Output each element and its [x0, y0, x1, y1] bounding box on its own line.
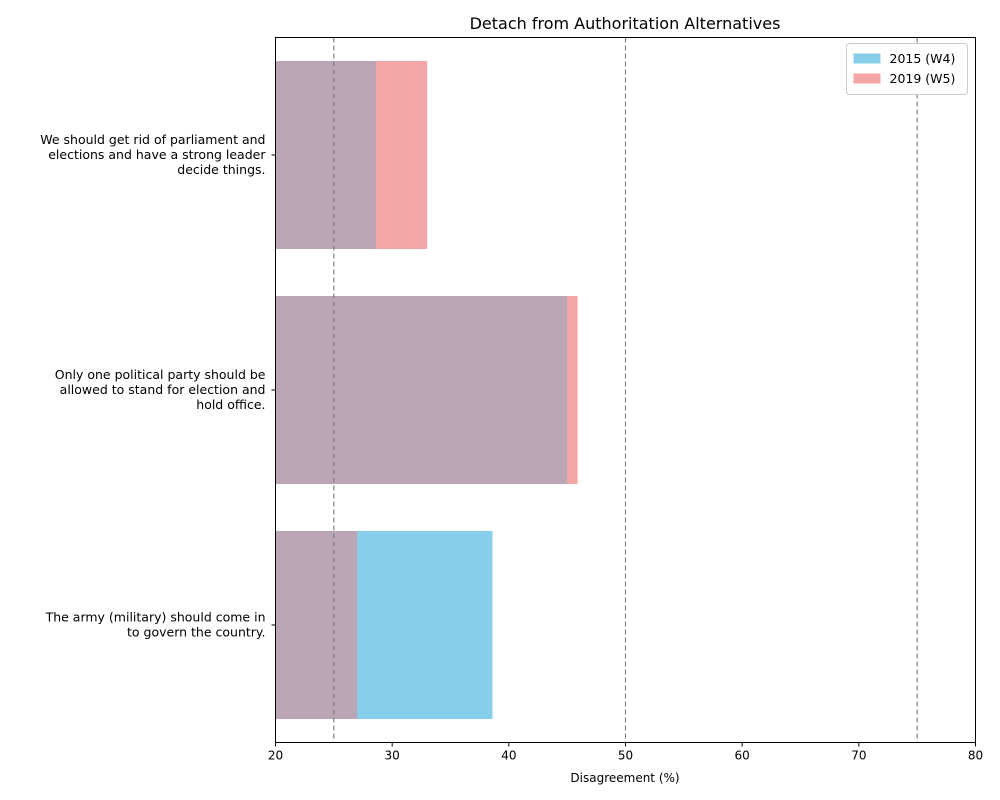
category-label-0-line-1: elections and have a strong leader	[48, 147, 266, 162]
x-tick-label-60: 60	[735, 749, 750, 763]
y-axis-categories: We should get rid of parliament andelect…	[40, 132, 276, 640]
x-axis-ticks: 20 30 40 50 60 70 80	[268, 742, 983, 763]
legend-label-1: 2019 (W5)	[890, 71, 956, 86]
category-label-2-line-0: The army (military) should come in	[45, 610, 266, 625]
bar-overlap-1	[275, 296, 568, 484]
category-label-1-line-1: allowed to stand for election and	[60, 382, 266, 397]
category-label-1-line-0: Only one political party should be	[55, 367, 266, 382]
category-label-0-line-0: We should get rid of parliament and	[40, 132, 265, 147]
legend-swatch-0	[853, 53, 881, 64]
bar-overlap-2	[275, 531, 358, 719]
x-tick-label-20: 20	[268, 749, 283, 763]
x-tick-label-50: 50	[618, 749, 633, 763]
category-label-0-line-2: decide things.	[177, 162, 265, 177]
bar-overlap-0	[275, 61, 376, 249]
category-label-2-line-1: to govern the country.	[127, 625, 266, 640]
reference-lines	[333, 37, 918, 743]
x-tick-label-30: 30	[385, 749, 400, 763]
x-tick-label-40: 40	[501, 749, 516, 763]
bars-group	[275, 61, 578, 719]
x-axis-label: Disagreement (%)	[570, 771, 679, 785]
legend: 2015 (W4) 2019 (W5)	[846, 43, 968, 95]
category-label-1-line-2: hold office.	[196, 397, 265, 412]
x-tick-label-70: 70	[851, 749, 866, 763]
legend-swatch-1	[853, 73, 881, 84]
chart-title: Detach from Authoritation Alternatives	[470, 14, 781, 33]
legend-label-0: 2015 (W4)	[890, 51, 956, 66]
x-tick-label-80: 80	[968, 749, 983, 763]
